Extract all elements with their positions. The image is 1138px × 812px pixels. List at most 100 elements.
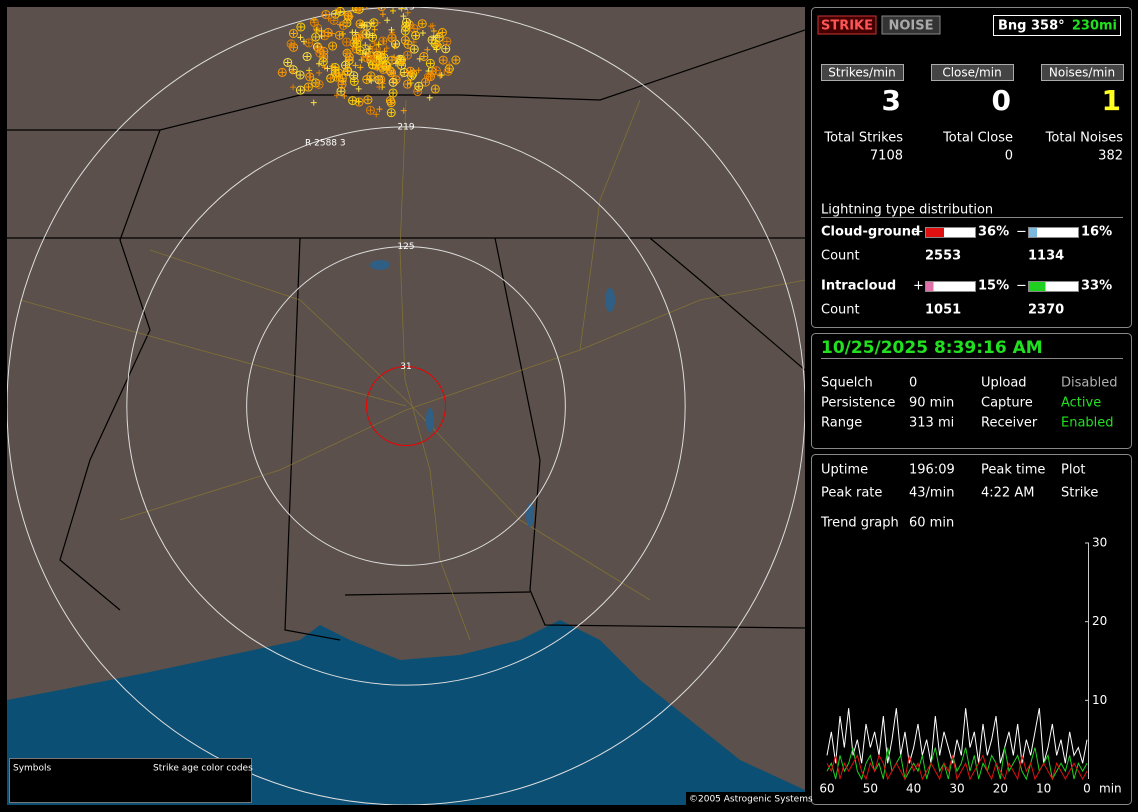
strike-symbol bbox=[316, 69, 323, 76]
strike-symbol bbox=[349, 97, 356, 104]
strike-symbol bbox=[302, 52, 312, 62]
strike-symbol bbox=[334, 7, 341, 12]
strike-marker: R 2588 3 bbox=[305, 139, 346, 149]
strike-symbol bbox=[388, 26, 395, 33]
status-cell: Receiver bbox=[981, 416, 1038, 431]
strike-symbol bbox=[297, 87, 304, 94]
strike-symbol bbox=[330, 63, 340, 73]
strike-symbol bbox=[443, 66, 453, 76]
strike-symbol bbox=[387, 97, 394, 104]
bar-track bbox=[1028, 281, 1079, 292]
strike-symbol bbox=[310, 99, 317, 106]
count-label: Count bbox=[821, 249, 860, 264]
strike-symbol bbox=[437, 72, 444, 79]
strike-symbol bbox=[438, 55, 448, 65]
rate-button[interactable] bbox=[821, 64, 904, 81]
strike-symbol bbox=[395, 54, 405, 64]
strike-symbol bbox=[375, 52, 382, 59]
type-label: Intracloud bbox=[821, 279, 896, 294]
strike-symbol bbox=[376, 83, 383, 90]
strike-symbol bbox=[363, 31, 370, 38]
strike-symbol bbox=[325, 29, 332, 36]
strike-symbol bbox=[358, 57, 365, 64]
strike-symbol bbox=[427, 60, 434, 67]
strike-symbol bbox=[430, 28, 437, 35]
strike-symbol bbox=[337, 73, 347, 83]
strike-symbol bbox=[332, 64, 339, 71]
noise-button-label[interactable]: NOISE bbox=[888, 19, 933, 34]
strike-symbol bbox=[337, 21, 344, 28]
strike-symbol bbox=[369, 61, 376, 68]
strike-symbol bbox=[288, 42, 295, 49]
strike-symbol bbox=[305, 72, 315, 82]
strike-symbol bbox=[378, 36, 388, 46]
strike-symbol bbox=[386, 67, 393, 74]
strike-symbol bbox=[360, 53, 367, 60]
strike-symbol bbox=[350, 72, 357, 79]
strike-symbol bbox=[295, 85, 305, 95]
strike-symbol bbox=[390, 79, 397, 86]
map: 313 219 125 31 bbox=[7, 3, 805, 805]
copyright: ©2005 Astrogenic Systems bbox=[689, 795, 813, 805]
strike-symbol bbox=[297, 34, 304, 41]
strike-symbol bbox=[290, 84, 297, 91]
strike-symbol bbox=[363, 95, 373, 105]
legend-title: Symbols bbox=[13, 764, 52, 774]
strike-symbol bbox=[353, 40, 360, 47]
rate-value: 0 bbox=[992, 84, 1011, 117]
strike-symbol bbox=[357, 47, 364, 54]
strike-symbol bbox=[406, 71, 416, 81]
strike-symbol bbox=[288, 40, 295, 47]
strike-symbol bbox=[353, 7, 363, 13]
strike-symbol bbox=[307, 73, 314, 80]
strike-symbol bbox=[336, 32, 343, 39]
strike-symbol bbox=[409, 23, 419, 33]
strike-symbol bbox=[304, 38, 314, 48]
strike-symbol bbox=[392, 41, 399, 48]
strike-symbol bbox=[403, 50, 413, 60]
noise-button[interactable] bbox=[881, 15, 941, 35]
strike-symbol bbox=[338, 20, 348, 30]
x-tick-label: 0 bbox=[1083, 782, 1091, 796]
strike-symbol bbox=[318, 27, 325, 34]
status-cell: Persistence bbox=[821, 396, 895, 411]
strike-symbol bbox=[327, 75, 334, 82]
strike-symbol bbox=[388, 109, 395, 116]
count: 2553 bbox=[925, 249, 961, 264]
stats-cell: Uptime bbox=[821, 463, 868, 478]
strike-symbol bbox=[340, 22, 347, 29]
rate-label: Noises/min bbox=[1049, 66, 1115, 80]
x-tick-label: 20 bbox=[993, 782, 1008, 796]
strike-symbol bbox=[390, 89, 397, 96]
strike-button[interactable] bbox=[817, 15, 877, 35]
strike-symbol bbox=[379, 37, 386, 44]
strike-symbol bbox=[314, 79, 324, 89]
trend-line bbox=[826, 754, 1088, 781]
strike-symbol bbox=[344, 68, 351, 75]
strike-symbol bbox=[364, 96, 371, 103]
strike-symbol bbox=[445, 68, 452, 75]
rate-button[interactable] bbox=[1041, 64, 1124, 81]
roads bbox=[19, 99, 805, 641]
strike-symbol bbox=[386, 108, 396, 118]
range-ring-label: 313 bbox=[397, 3, 414, 13]
strike-button-label[interactable]: STRIKE bbox=[821, 19, 873, 34]
total-label: Total Noises bbox=[1045, 131, 1124, 146]
rate-button[interactable] bbox=[931, 64, 1014, 81]
strike-symbol bbox=[354, 97, 364, 107]
strike-symbol bbox=[388, 77, 398, 87]
strike-symbol bbox=[352, 62, 359, 69]
strike-symbol bbox=[316, 81, 323, 88]
strike-symbol bbox=[376, 75, 386, 85]
stats-cell: Plot bbox=[1061, 463, 1086, 478]
strike-symbol bbox=[438, 72, 445, 79]
strike-symbol bbox=[349, 71, 359, 81]
strike-symbol bbox=[290, 30, 297, 37]
strike-symbol bbox=[422, 79, 429, 86]
stats-cell: Strike bbox=[1061, 486, 1098, 501]
strike-symbol bbox=[436, 41, 443, 48]
strike-symbol bbox=[350, 45, 357, 52]
strike-symbol bbox=[330, 9, 340, 19]
strike-symbol bbox=[329, 15, 339, 25]
strike-symbol bbox=[451, 55, 461, 65]
